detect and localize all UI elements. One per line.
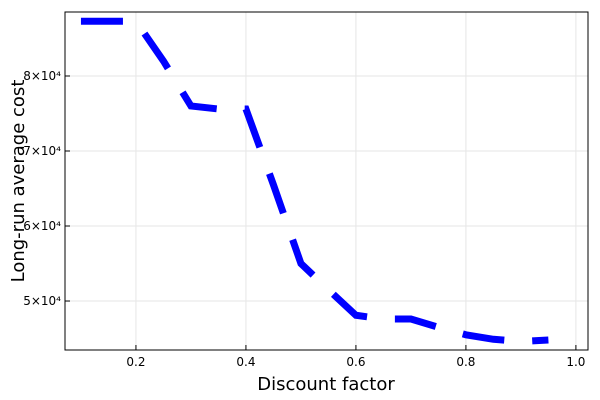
y-tick-label: 7×10⁴ [23, 144, 61, 158]
x-tick-label: 0.8 [456, 355, 475, 369]
x-tick-label: 0.6 [346, 355, 365, 369]
y-tick-label: 8×10⁴ [23, 69, 61, 83]
line-series [80, 17, 549, 346]
y-tick-label: 5×10⁴ [23, 294, 61, 308]
x-axis-label: Discount factor [257, 374, 395, 395]
x-tick-label: 1.0 [566, 355, 585, 369]
y-tick-label: 6×10⁴ [23, 219, 61, 233]
x-tick-label: 0.2 [126, 355, 145, 369]
x-tick-label: 0.4 [236, 355, 255, 369]
y-axis-label: Long-run average cost [8, 80, 29, 283]
plot-frame [64, 11, 589, 351]
